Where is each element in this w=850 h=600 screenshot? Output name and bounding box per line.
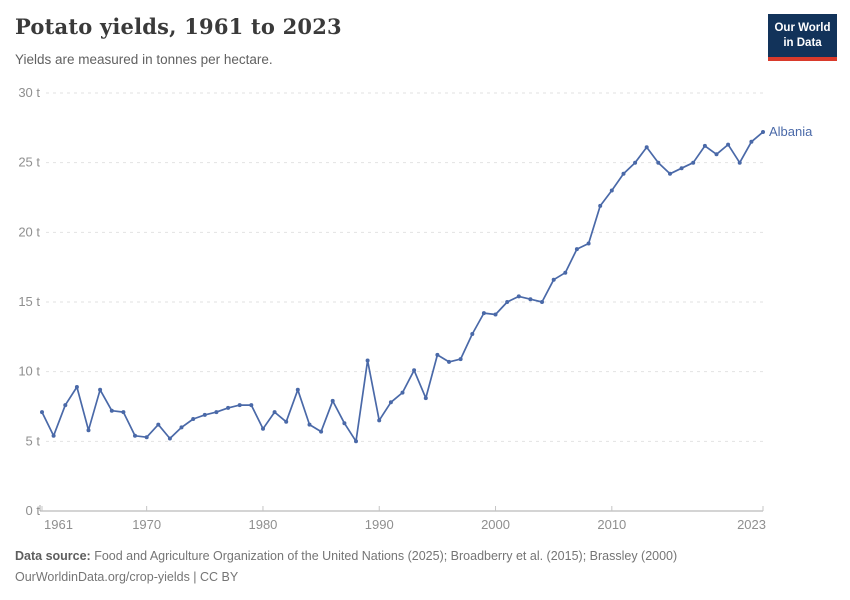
- series-label[interactable]: Albania: [769, 124, 813, 139]
- data-point-1963[interactable]: [63, 403, 68, 408]
- data-point-2017[interactable]: [691, 160, 696, 165]
- data-point-1967[interactable]: [109, 408, 114, 413]
- owid-logo-line1: Our World: [774, 22, 831, 35]
- data-point-1993[interactable]: [412, 368, 417, 373]
- data-point-1961[interactable]: [40, 410, 44, 415]
- data-point-1972[interactable]: [167, 436, 172, 441]
- data-point-2005[interactable]: [551, 277, 556, 282]
- data-point-1976[interactable]: [214, 410, 219, 415]
- page-title: Potato yields, 1961 to 2023: [15, 14, 342, 39]
- data-point-1986[interactable]: [330, 398, 335, 403]
- y-tick-label-5: 5 t: [26, 433, 41, 448]
- data-point-1974[interactable]: [191, 417, 196, 421]
- x-tick-label-2010: 2010: [597, 517, 626, 532]
- x-tick-label-2000: 2000: [481, 517, 510, 532]
- data-point-1969[interactable]: [133, 433, 137, 438]
- data-point-1981[interactable]: [272, 410, 277, 415]
- x-tick-label-1990: 1990: [365, 517, 394, 532]
- data-source-text: Food and Agriculture Organization of the…: [94, 549, 678, 563]
- chart-footer: Data source: Food and Agriculture Organi…: [15, 546, 835, 587]
- data-point-1995[interactable]: [435, 352, 440, 357]
- data-point-1975[interactable]: [202, 412, 207, 417]
- data-point-1979[interactable]: [249, 403, 254, 408]
- data-point-2020[interactable]: [726, 142, 731, 147]
- data-point-1994[interactable]: [423, 396, 428, 401]
- y-tick-label-15: 15 t: [18, 294, 40, 309]
- y-tick-label-10: 10 t: [18, 364, 40, 379]
- x-tick-label-1961: 1961: [44, 517, 73, 532]
- line-chart: 0 t 5 t 10 t 15 t 20 t 25 t 30 t 1961 1970 1980 19…: [0, 80, 850, 540]
- data-point-2010[interactable]: [609, 188, 614, 193]
- data-point-2023[interactable]: [761, 130, 765, 134]
- data-point-1965[interactable]: [86, 428, 91, 433]
- data-point-1987[interactable]: [342, 421, 347, 426]
- data-point-1991[interactable]: [388, 400, 393, 405]
- data-point-2006[interactable]: [563, 270, 568, 275]
- y-tick-label-20: 20 t: [18, 224, 40, 239]
- data-point-2014[interactable]: [656, 160, 661, 165]
- data-point-2003[interactable]: [528, 297, 533, 302]
- data-point-1998[interactable]: [470, 332, 475, 336]
- data-point-1989[interactable]: [365, 358, 370, 363]
- data-point-1992[interactable]: [400, 390, 405, 395]
- x-tick-label-1980: 1980: [248, 517, 277, 532]
- data-point-2013[interactable]: [644, 145, 649, 150]
- data-point-1968[interactable]: [121, 410, 126, 415]
- attribution-text[interactable]: OurWorldinData.org/crop-yields | CC BY: [15, 569, 239, 584]
- data-point-2021[interactable]: [737, 160, 742, 165]
- data-point-2002[interactable]: [516, 294, 521, 299]
- data-point-1973[interactable]: [179, 425, 184, 430]
- data-point-2008[interactable]: [586, 241, 591, 246]
- data-point-1970[interactable]: [144, 435, 149, 440]
- data-point-1980[interactable]: [261, 426, 265, 431]
- data-point-1962[interactable]: [51, 433, 56, 438]
- series-line-albania[interactable]: [41, 131, 764, 443]
- data-source-label: Data source:: [15, 549, 91, 563]
- data-point-1982[interactable]: [284, 419, 289, 424]
- data-point-1977[interactable]: [226, 405, 231, 410]
- x-tick-label-1970: 1970: [132, 517, 161, 532]
- y-tick-label-0: 0 t: [26, 503, 41, 518]
- data-point-1964[interactable]: [74, 385, 79, 389]
- data-point-1990[interactable]: [377, 418, 382, 423]
- data-point-1978[interactable]: [237, 403, 242, 408]
- page-subtitle: Yields are measured in tonnes per hectar…: [15, 52, 273, 67]
- data-point-2009[interactable]: [598, 203, 603, 208]
- data-point-2018[interactable]: [702, 143, 707, 148]
- data-point-1984[interactable]: [307, 422, 312, 427]
- y-tick-label-25: 25 t: [18, 155, 40, 170]
- data-point-2001[interactable]: [505, 300, 510, 304]
- data-point-1983[interactable]: [295, 387, 300, 392]
- data-point-2019[interactable]: [714, 152, 719, 157]
- data-point-1996[interactable]: [447, 359, 451, 364]
- data-point-2012[interactable]: [633, 160, 638, 165]
- data-point-1997[interactable]: [458, 357, 463, 362]
- y-tick-label-30: 30 t: [18, 85, 40, 100]
- data-point-1966[interactable]: [98, 387, 103, 392]
- data-point-1999[interactable]: [481, 311, 486, 316]
- data-point-2007[interactable]: [574, 247, 579, 252]
- data-point-2011[interactable]: [621, 171, 626, 176]
- owid-logo-line2: in Data: [783, 36, 822, 49]
- data-point-1985[interactable]: [319, 429, 324, 434]
- x-tick-label-2023: 2023: [737, 517, 766, 532]
- data-point-2016[interactable]: [679, 166, 684, 171]
- data-point-2015[interactable]: [668, 171, 672, 176]
- data-point-2004[interactable]: [540, 300, 544, 304]
- chart-canvas: 0 t 5 t 10 t 15 t 20 t 25 t 30 t 1961 1970 1980 19…: [18, 85, 813, 532]
- data-point-1971[interactable]: [156, 422, 161, 427]
- data-point-2022[interactable]: [749, 139, 754, 144]
- owid-logo[interactable]: Our World in Data: [768, 14, 837, 61]
- data-point-1988[interactable]: [354, 439, 358, 444]
- data-point-2000[interactable]: [493, 312, 498, 317]
